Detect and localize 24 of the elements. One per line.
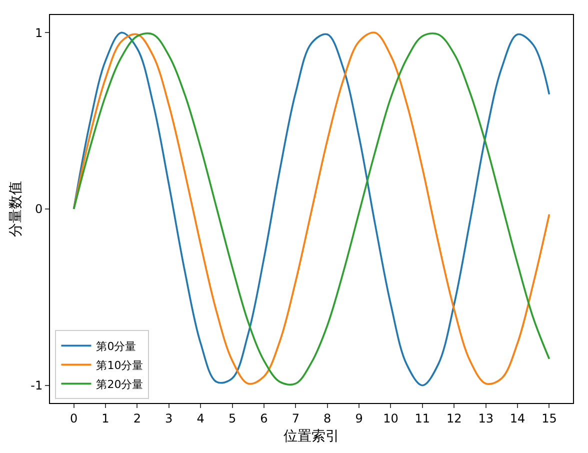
x-tick-label: 0 <box>70 411 78 426</box>
x-tick-label: 14 <box>510 411 526 426</box>
x-axis-title: 位置索引 <box>284 428 340 445</box>
x-tick-label: 9 <box>355 411 363 426</box>
x-tick-label: 6 <box>260 411 268 426</box>
x-tick-label: 3 <box>165 411 173 426</box>
x-tick-label: 7 <box>292 411 300 426</box>
x-tick-label: 15 <box>542 411 557 426</box>
legend-label: 第0分量 <box>96 340 136 353</box>
x-tick-label: 12 <box>446 411 462 426</box>
y-tick-label: 1 <box>34 26 43 40</box>
x-tick-label: 4 <box>196 411 204 426</box>
x-tick-label: 2 <box>133 411 141 426</box>
y-tick-label: -1 <box>30 378 43 393</box>
x-tick-label: 13 <box>478 411 494 426</box>
x-tick-label: 1 <box>102 411 110 426</box>
x-tick-label: 8 <box>324 411 332 426</box>
legend-label: 第20分量 <box>96 378 144 391</box>
y-axis-title: 分量数值 <box>8 181 24 237</box>
x-tick-label: 10 <box>383 411 398 426</box>
legend-label: 第10分量 <box>96 358 144 372</box>
x-tick-label: 11 <box>414 411 430 426</box>
x-tick-label: 5 <box>228 411 236 426</box>
y-tick-label: 0 <box>34 202 43 216</box>
